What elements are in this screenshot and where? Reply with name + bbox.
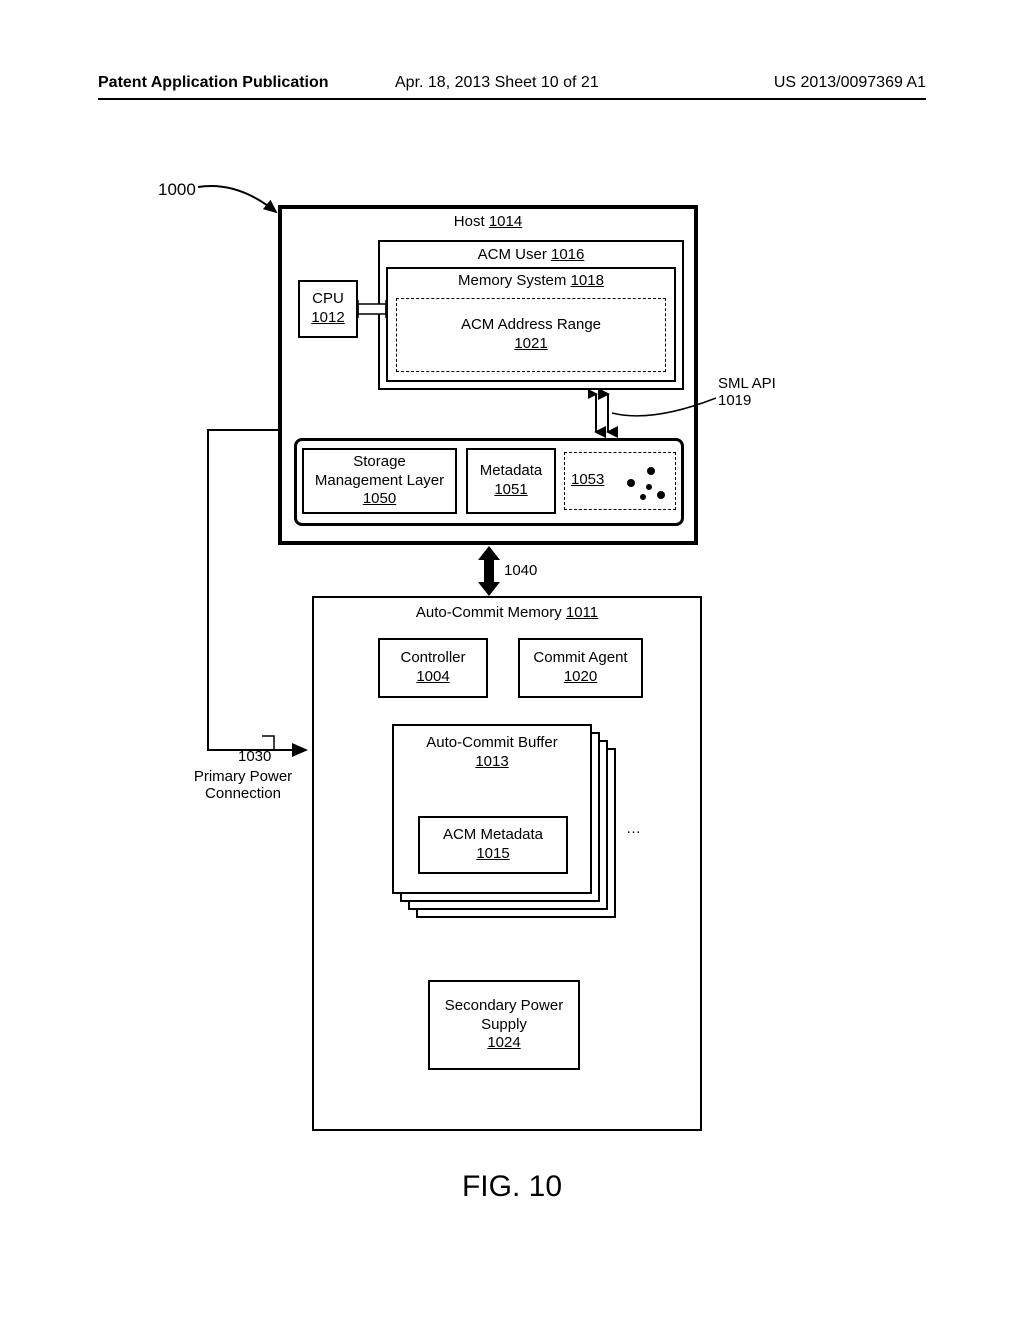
primary-power-num: 1030: [238, 748, 271, 765]
host-title: Host 1014: [282, 213, 694, 232]
page: Patent Application Publication Apr. 18, …: [0, 0, 1024, 1320]
stack-ellipsis: …: [626, 820, 641, 837]
commit-agent-title: Commit Agent: [533, 649, 627, 668]
metadata-box: Metadata 1051: [466, 448, 556, 514]
commit-agent-num: 1020: [564, 668, 597, 687]
ac-buffer-title: Auto-Commit Buffer 1013: [394, 734, 590, 772]
acm-metadata-title: ACM Metadata: [443, 826, 543, 845]
dots-icon: [617, 459, 671, 505]
controller-num: 1004: [416, 668, 449, 687]
memory-system-title: Memory System 1018: [388, 272, 674, 291]
sml-api-callout-icon: [612, 395, 722, 425]
ref-arrow-icon: [198, 184, 288, 224]
cpu-bus-icon: [358, 300, 386, 318]
acm-metadata-num: 1015: [476, 845, 509, 864]
addr-range-title: ACM Address Range: [461, 316, 601, 335]
cpu-box: CPU 1012: [298, 280, 358, 338]
secondary-ps-box: Secondary Power Supply 1024: [428, 980, 580, 1070]
acm-title: Auto-Commit Memory 1011: [314, 604, 700, 623]
header-mid: Apr. 18, 2013 Sheet 10 of 21: [395, 74, 599, 92]
buffer-stack-top: Auto-Commit Buffer 1013 ACM Metadata 101…: [392, 724, 592, 894]
addr-range-box: ACM Address Range 1021: [396, 298, 666, 372]
metadata-title: Metadata: [480, 462, 543, 481]
header-left: Patent Application Publication: [98, 74, 329, 92]
figure-ref-label: 1000: [158, 180, 196, 200]
secondary-ps-title: Secondary Power Supply: [430, 997, 578, 1035]
controller-title: Controller: [400, 649, 465, 668]
metadata-num: 1051: [494, 481, 527, 500]
figure-caption: FIG. 10: [98, 1170, 926, 1204]
sml-num: 1050: [363, 490, 396, 509]
bus-1040-icon: [478, 546, 500, 596]
primary-power-path-icon: [198, 430, 328, 760]
acm-user-title: ACM User 1016: [380, 246, 682, 265]
cpu-num: 1012: [311, 309, 344, 328]
bus-1040-label: 1040: [504, 562, 537, 579]
header-rule: [98, 98, 926, 100]
primary-power-label: Primary Power Connection: [178, 768, 308, 802]
cpu-title: CPU: [312, 290, 344, 309]
dot-box-num: 1053: [571, 471, 604, 490]
secondary-ps-num: 1024: [487, 1034, 520, 1053]
diagram: 1000 Host 1014 ACM User 1016 CPU 1012: [98, 170, 926, 1170]
dot-box: 1053: [564, 452, 676, 510]
commit-agent-box: Commit Agent 1020: [518, 638, 643, 698]
acm-metadata-box: ACM Metadata 1015: [418, 816, 568, 874]
controller-box: Controller 1004: [378, 638, 488, 698]
addr-range-num: 1021: [514, 335, 547, 354]
header-right: US 2013/0097369 A1: [774, 74, 926, 92]
sml-api-label: SML API 1019: [718, 375, 776, 409]
